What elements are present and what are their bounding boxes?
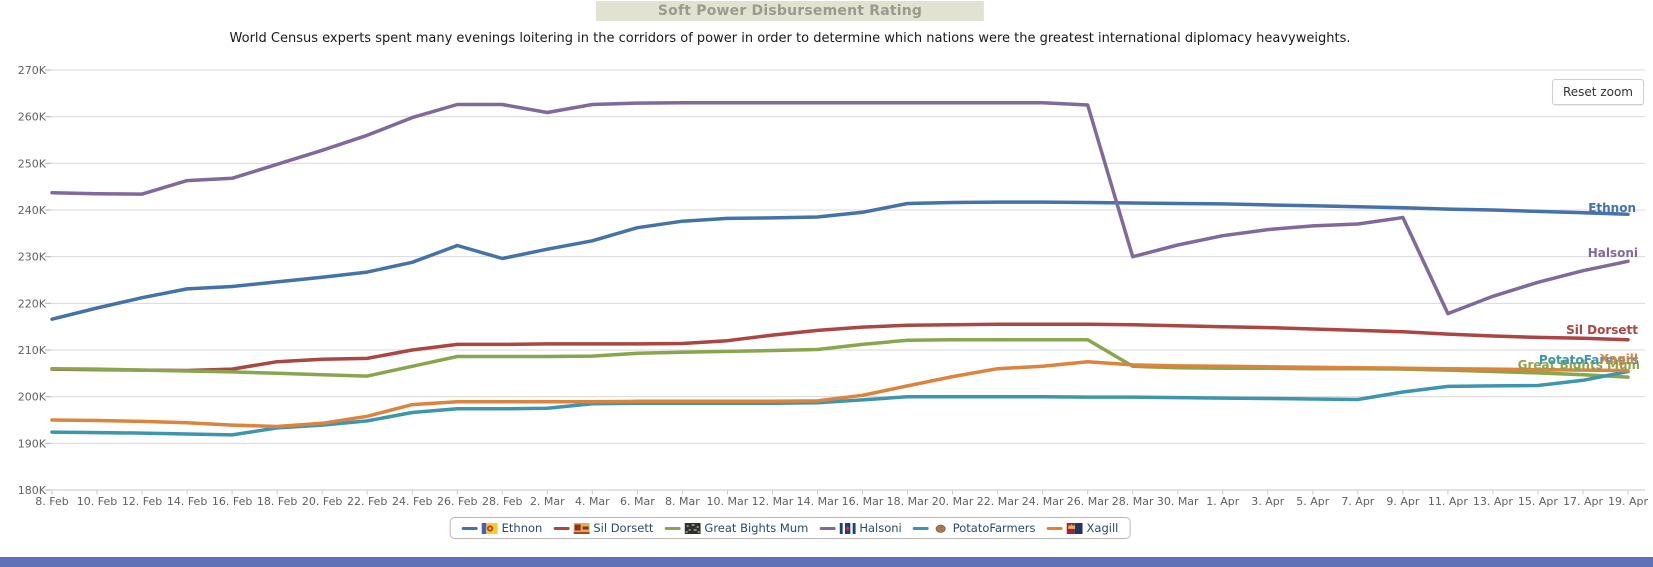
series-end-label-ethnon: Ethnon <box>1588 201 1636 215</box>
xagill-flag <box>1066 522 1083 534</box>
legend-label-ethnon: Ethnon <box>501 521 543 535</box>
series-line-great-bights-mum[interactable] <box>50 337 1630 379</box>
x-axis-label: 22. Mar <box>977 495 1019 508</box>
x-axis-label: 9. Apr <box>1386 495 1419 508</box>
series-end-label-potatofarmers: PotatoFarmers <box>1539 353 1639 367</box>
series-line-xagill[interactable] <box>50 359 1630 429</box>
x-axis-label: 6. Mar <box>620 495 655 508</box>
legend-swatch-ethnon <box>461 526 478 530</box>
legend-item-great-bights-mum[interactable]: Great Bights Mum <box>664 521 808 535</box>
x-axis-label: 14. Mar <box>797 495 839 508</box>
y-axis-label: 180K <box>18 484 47 497</box>
y-axis-label: 260K <box>18 111 47 124</box>
chart-title: Soft Power Disbursement Rating <box>657 3 923 19</box>
x-axis-label: 1. Apr <box>1206 495 1239 508</box>
x-axis-label: 8. Mar <box>665 495 700 508</box>
great-bights-mum-flag <box>684 522 701 534</box>
reset-zoom-button[interactable]: Reset zoom <box>1551 79 1644 105</box>
sil-dorsett-flag <box>573 522 590 534</box>
x-axis-label: 4. Mar <box>575 495 610 508</box>
legend-label-halsoni: Halsoni <box>859 521 902 535</box>
legend-item-sil-dorsett[interactable]: Sil Dorsett <box>553 521 653 535</box>
legend-swatch-great-bights-mum <box>664 526 681 530</box>
legend-swatch-potatofarmers <box>912 526 929 530</box>
legend: Ethnon Sil Dorsett Great Bights Mum Halsoni… <box>449 517 1131 539</box>
chart-title-box: Soft Power Disbursement Rating <box>595 1 985 21</box>
x-axis-label: 19. Apr <box>1608 495 1648 508</box>
x-axis-label: 15. Apr <box>1518 495 1558 508</box>
y-axis-label: 190K <box>18 437 47 450</box>
x-axis-label: 24. Mar <box>1022 495 1064 508</box>
x-axis-label: 18. Feb <box>257 495 297 508</box>
legend-label-sil-dorsett: Sil Dorsett <box>593 521 654 535</box>
y-axis-label: 200K <box>18 391 47 404</box>
x-axis-label: 3. Apr <box>1251 495 1284 508</box>
x-axis-label: 14. Feb <box>167 495 207 508</box>
x-axis-label: 24. Feb <box>392 495 432 508</box>
legend-label-xagill: Xagill <box>1086 521 1119 535</box>
x-axis-label: 11. Apr <box>1428 495 1468 508</box>
chart-subtitle: World Census experts spent many evenings… <box>229 31 1351 46</box>
x-axis-label: 20. Mar <box>932 495 974 508</box>
legend-swatch-halsoni <box>819 526 836 530</box>
legend-item-xagill[interactable]: Xagill <box>1046 521 1119 535</box>
x-axis-label: 10. Feb <box>77 495 117 508</box>
series-line-sil-dorsett[interactable] <box>50 322 1630 373</box>
x-axis-label: 16. Feb <box>212 495 252 508</box>
y-axis-label: 270K <box>18 64 47 77</box>
x-axis-label: 26. Mar <box>1067 495 1109 508</box>
x-axis-label: 26. Feb <box>437 495 477 508</box>
legend-item-halsoni[interactable]: Halsoni <box>819 521 902 535</box>
y-axis-label: 250K <box>18 157 47 170</box>
halsoni-flag <box>839 522 856 534</box>
x-axis-label: 17. Apr <box>1563 495 1603 508</box>
x-axis-label: 16. Mar <box>842 495 884 508</box>
x-axis-label: 12. Feb <box>122 495 162 508</box>
legend-swatch-xagill <box>1046 526 1063 530</box>
x-axis-label: 22. Feb <box>347 495 387 508</box>
x-axis-label: 5. Apr <box>1296 495 1329 508</box>
y-axis-label: 230K <box>18 251 47 264</box>
x-axis-label: 18. Mar <box>887 495 929 508</box>
y-axis-label: 240K <box>18 204 47 217</box>
legend-label-great-bights-mum: Great Bights Mum <box>704 521 809 535</box>
series-end-label-sil-dorsett: Sil Dorsett <box>1566 323 1638 337</box>
y-axis-label: 220K <box>18 297 47 310</box>
x-axis-label: 10. Mar <box>707 495 749 508</box>
series-end-label-halsoni: Halsoni <box>1588 246 1638 260</box>
x-axis-label: 13. Apr <box>1473 495 1513 508</box>
legend-item-ethnon[interactable]: Ethnon <box>461 521 543 535</box>
legend-item-potatofarmers[interactable]: PotatoFarmers <box>912 521 1036 535</box>
x-axis-label: 28. Feb <box>482 495 522 508</box>
x-axis-label: 7. Apr <box>1341 495 1374 508</box>
bottom-page-strip <box>0 557 1653 567</box>
x-axis-label: 28. Mar <box>1112 495 1154 508</box>
series-end-label-xagill: Xagill <box>1600 352 1638 366</box>
legend-label-potatofarmers: PotatoFarmers <box>952 521 1036 535</box>
series-end-label-great-bights-mum: Great Bights Mum <box>1518 358 1640 372</box>
ethnon-flag <box>481 522 498 534</box>
x-axis-label: 20. Feb <box>302 495 342 508</box>
x-axis-label: 12. Mar <box>752 495 794 508</box>
x-axis-label: 8. Feb <box>35 495 68 508</box>
series-line-ethnon[interactable] <box>50 200 1630 321</box>
x-axis-label: 2. Mar <box>530 495 565 508</box>
x-axis-label: 30. Mar <box>1157 495 1199 508</box>
potatofarmers-icon <box>933 523 949 534</box>
y-axis-label: 210K <box>18 344 47 357</box>
series-line-halsoni[interactable] <box>50 100 1630 316</box>
legend-swatch-sil-dorsett <box>553 526 570 530</box>
